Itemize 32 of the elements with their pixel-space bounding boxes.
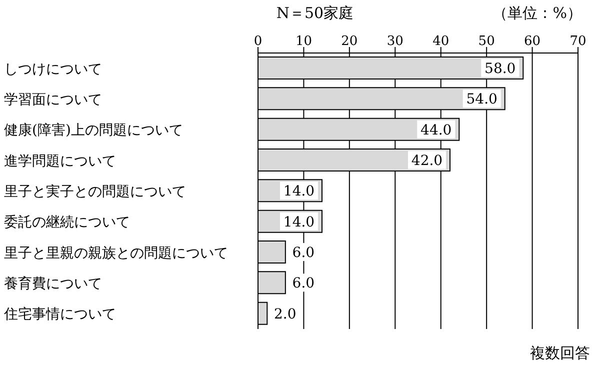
data-label: 6.0 xyxy=(292,276,315,292)
bar xyxy=(258,271,286,294)
data-label: 42.0 xyxy=(411,153,443,169)
y-tick-label: 健康(障害)上の問題について xyxy=(4,122,183,139)
data-label: 14.0 xyxy=(283,214,315,230)
y-tick-label: 学習面について xyxy=(4,92,102,108)
x-tick-label: 70 xyxy=(570,34,586,49)
x-tick-label: 0 xyxy=(254,34,262,49)
bar xyxy=(258,302,268,325)
y-tick-label: 住宅事情について xyxy=(3,306,116,323)
data-label: 2.0 xyxy=(274,306,296,322)
y-tick-label: 進学問題について xyxy=(4,153,116,170)
data-label: 44.0 xyxy=(420,122,452,138)
y-tick-label: 里子と里親の親族との問題について xyxy=(4,245,228,262)
data-label: 6.0 xyxy=(292,245,315,261)
data-label: 14.0 xyxy=(283,184,315,200)
x-tick-label: 60 xyxy=(524,34,541,49)
bar xyxy=(258,240,286,264)
x-tick-label: 40 xyxy=(432,34,450,49)
data-label: 58.0 xyxy=(484,61,516,77)
chart-title: N＝50家庭 xyxy=(275,4,355,23)
text: 複数回答 xyxy=(530,344,590,363)
x-tick-label: 50 xyxy=(478,34,495,49)
x-tick-label: 10 xyxy=(295,34,312,49)
x-tick-label: 30 xyxy=(386,34,404,49)
y-tick-label: 委託の継続について xyxy=(4,214,130,231)
text: （単位：%） xyxy=(492,4,582,23)
y-tick-label: しつけについて xyxy=(4,61,102,78)
x-tick-label: 20 xyxy=(341,34,358,49)
data-label: 54.0 xyxy=(466,92,498,108)
y-tick-label: 養育費について xyxy=(4,275,102,292)
y-tick-label: 里子と実子との問題について xyxy=(4,184,186,200)
